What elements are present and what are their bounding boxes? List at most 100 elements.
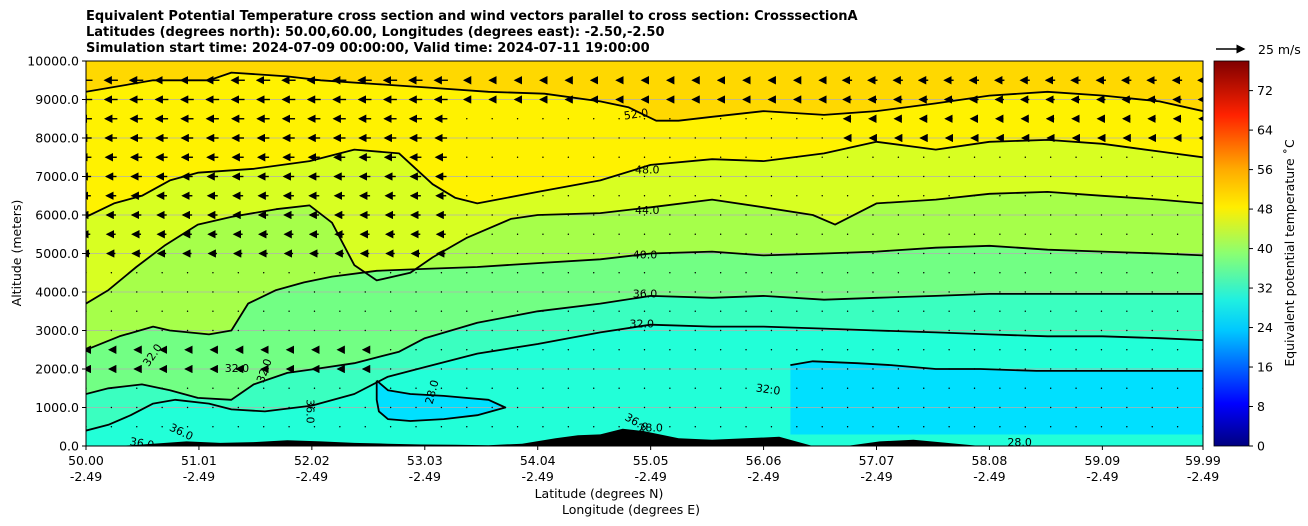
contour-label: 36.0: [129, 435, 155, 452]
x-tick-label-lat: 59.09: [1084, 453, 1120, 468]
wind-vector: [593, 291, 595, 293]
y-tick-label: 7000.0: [35, 169, 79, 184]
terrain: [86, 428, 1203, 446]
wind-vector: [948, 195, 950, 197]
wind-vector: [136, 272, 138, 274]
wind-vector: [567, 349, 570, 351]
wind-vector: [542, 137, 544, 139]
y-tick-label: 1000.0: [35, 400, 79, 415]
colorbar-label: Equivalent potential temperature ˚C: [1282, 139, 1297, 367]
wind-vector: [1100, 426, 1103, 428]
wind-vector: [288, 387, 290, 389]
wind-vector: [669, 233, 671, 235]
wind-vector: [770, 272, 773, 274]
wind-vector: [923, 156, 925, 158]
wind-vector: [1100, 329, 1103, 332]
wind-vector: [567, 118, 570, 120]
wind-vector: [796, 291, 798, 293]
wind-vector: [694, 426, 696, 428]
wind-vector: [973, 406, 976, 409]
wind-vector: [542, 156, 544, 158]
wind-vector: [1100, 291, 1103, 293]
wind-vector: [999, 329, 1001, 332]
wind-vector: [263, 310, 265, 312]
wind-vector: [516, 387, 519, 389]
wind-vector: [466, 349, 468, 351]
wind-vector: [415, 329, 417, 332]
wind-vector: [491, 368, 493, 370]
wind-vector: [1100, 272, 1103, 274]
wind-vector: [973, 349, 976, 351]
wind-vector: [923, 368, 925, 370]
wind-vector: [440, 272, 443, 274]
wind-vector: [669, 406, 671, 409]
wind-vector: [263, 426, 265, 428]
colorbar-tick-label: 48: [1257, 202, 1273, 217]
wind-vector: [745, 137, 747, 139]
wind-vector: [973, 233, 976, 235]
wind-vector: [389, 426, 392, 428]
wind-vector: [415, 387, 417, 389]
wind-vector: [872, 349, 874, 351]
wind-vector: [593, 349, 595, 351]
wind-vector: [694, 329, 696, 332]
title-line-2: Latitudes (degrees north): 50.00,60.00, …: [86, 25, 665, 40]
wind-vector: [567, 387, 570, 389]
wind-vector: [846, 291, 849, 293]
contour-line-52: [86, 71, 1203, 122]
wind-vector: [719, 426, 722, 428]
wind-vector: [643, 349, 646, 351]
wind-vector: [1024, 195, 1026, 197]
y-tick-label: 0.0: [59, 439, 79, 454]
wind-vector: [796, 406, 798, 409]
wind-vector: [516, 310, 519, 312]
wind-vector: [745, 175, 747, 178]
wind-vector: [694, 233, 696, 235]
wind-vector: [643, 118, 646, 120]
wind-vector: [973, 329, 976, 332]
wind-vector: [669, 349, 671, 351]
wind-vector: [973, 156, 976, 158]
wind-vector: [770, 175, 773, 178]
y-tick-label: 8000.0: [35, 131, 79, 146]
x-axis-label-longitude: Longitude (degrees E): [562, 502, 700, 517]
wind-vector: [923, 291, 925, 293]
wind-vector: [821, 195, 823, 197]
wind-vector: [745, 195, 747, 197]
wind-vector: [263, 272, 265, 274]
wind-vector: [643, 329, 646, 332]
wind-vector: [872, 272, 874, 274]
wind-vector: [1024, 329, 1026, 332]
x-tick-label-lon: -2.49: [1187, 469, 1219, 484]
x-tick-label-lon: -2.49: [860, 469, 892, 484]
wind-vector: [389, 387, 392, 389]
wind-vector: [415, 349, 417, 351]
wind-vector: [1151, 291, 1153, 293]
wind-vector: [1176, 214, 1179, 216]
y-tick-label: 6000.0: [35, 208, 79, 223]
wind-vector: [567, 406, 570, 409]
wind-vector: [136, 426, 138, 428]
wind-vector: [796, 137, 798, 139]
wind-vector: [821, 406, 823, 409]
wind-vector: [846, 272, 849, 274]
wind-vector: [694, 406, 696, 409]
wind-vector: [237, 272, 240, 274]
wind-vector: [339, 426, 341, 428]
wind-vector: [237, 387, 240, 389]
wind-vector: [973, 195, 976, 197]
wind-vector: [846, 233, 849, 235]
wind-vector: [770, 252, 773, 255]
wind-vector: [593, 272, 595, 274]
wind-vector: [872, 175, 874, 178]
wind-vector: [872, 195, 874, 197]
wind-vector: [288, 406, 290, 409]
wind-vector: [669, 195, 671, 197]
wind-vector: [1100, 195, 1103, 197]
wind-vector: [1151, 426, 1153, 428]
wind-vector: [821, 291, 823, 293]
wind-vector: [770, 156, 773, 158]
wind-vector: [1176, 233, 1179, 235]
wind-vector: [923, 329, 925, 332]
wind-vector: [1075, 272, 1077, 274]
